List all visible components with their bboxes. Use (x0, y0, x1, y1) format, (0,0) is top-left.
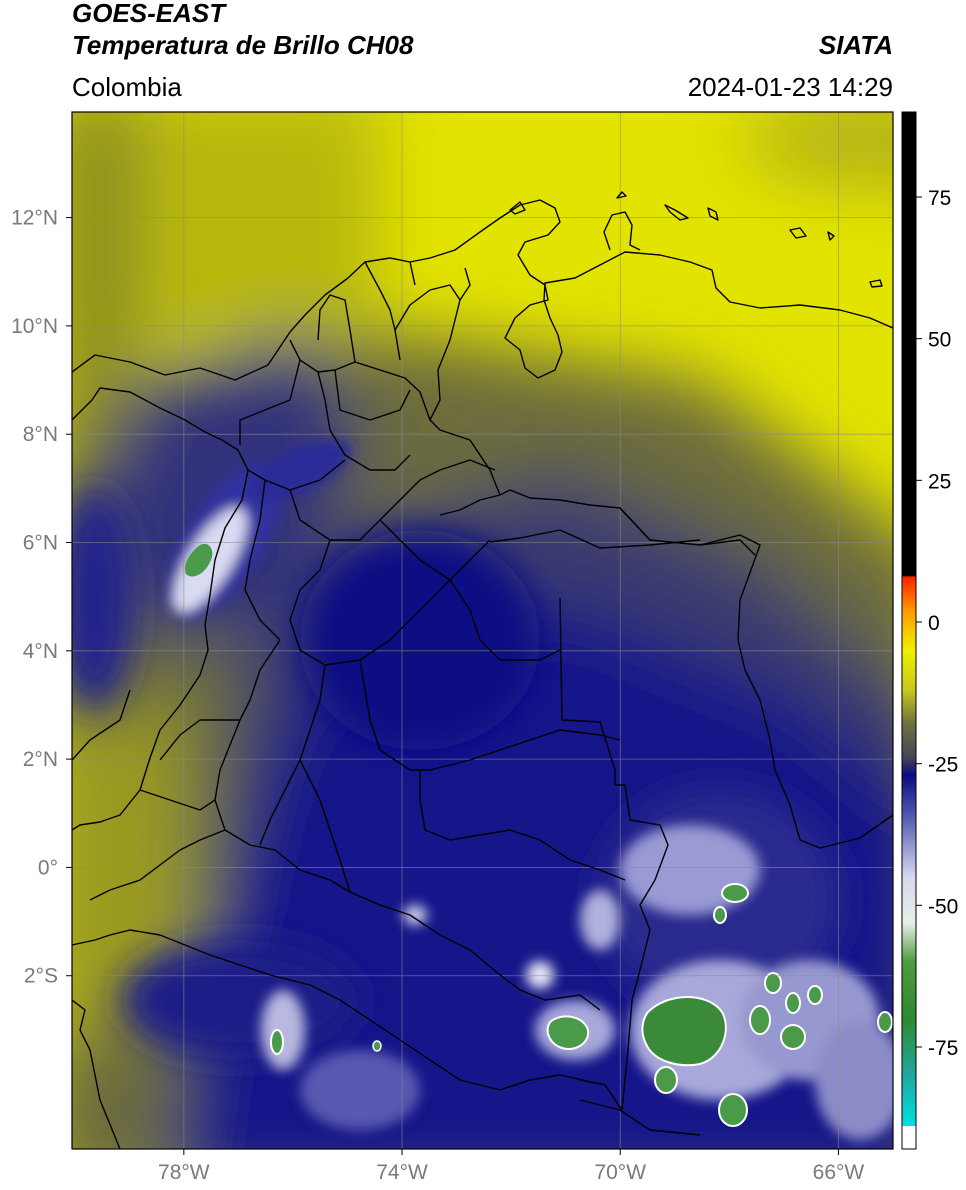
lat-tick-label: 2°S (24, 965, 58, 988)
lat-tick-label: 10°N (11, 315, 58, 338)
longitude-axis: 78°W 74°W 70°W 66°W (158, 1149, 864, 1184)
coastlines-and-borders (72, 191, 893, 1149)
colorbar-tick-label: 0 (928, 612, 940, 635)
colorbar-tick-label: -75 (928, 1037, 958, 1060)
latitude-axis: 12°N 10°N 8°N 6°N 4°N 2°N 0° 2°S (11, 207, 72, 988)
lon-tick-label: 66°W (813, 1161, 865, 1184)
lat-tick-label: 4°N (23, 640, 58, 663)
cold-cloud-cores (184, 543, 893, 1127)
lat-tick-label: 6°N (23, 532, 58, 555)
satellite-title: GOES-EAST (72, 0, 226, 28)
product-title: Temperatura de Brillo CH08 (72, 30, 414, 60)
colorbar-ticks: 75 50 25 0 -25 -50 -75 (916, 187, 958, 1060)
org-label: SIATA (818, 30, 893, 60)
colorbar-tick-label: 50 (928, 329, 951, 352)
lat-tick-label: 2°N (23, 748, 58, 771)
colorbar-tick-label: -50 (928, 895, 958, 918)
lat-tick-label: 0° (38, 856, 58, 879)
colorbar-tick-label: 75 (928, 187, 951, 210)
map-frame (71, 111, 894, 1150)
colorbar-tick-label: -25 (928, 754, 958, 777)
region-label: Colombia (72, 72, 182, 102)
colorbar-fill (902, 112, 916, 1149)
lon-tick-label: 74°W (376, 1161, 428, 1184)
brightness-temperature-field (72, 112, 893, 1149)
colorbar-tick-label: 25 (928, 470, 951, 493)
colorbar: 75 50 25 0 -25 -50 -75 (901, 111, 958, 1150)
lon-tick-label: 70°W (594, 1161, 646, 1184)
lat-tick-label: 8°N (23, 423, 58, 446)
colorbar-frame (901, 111, 917, 1150)
lat-tick-label: 12°N (11, 207, 58, 230)
datetime-label: 2024-01-23 14:29 (687, 72, 893, 102)
lon-tick-label: 78°W (158, 1161, 210, 1184)
